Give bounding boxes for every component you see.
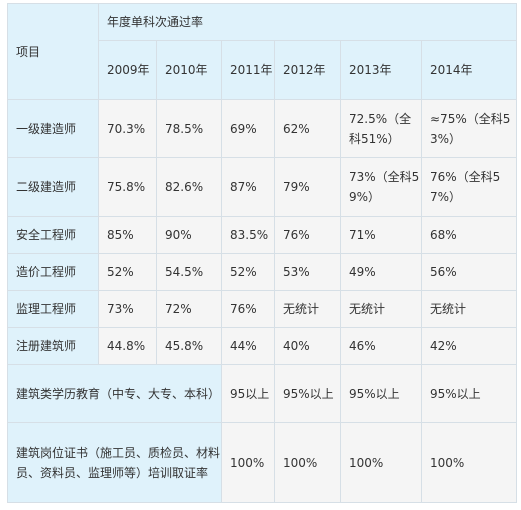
table-cell: 70.3% (98, 99, 157, 158)
year-header-2013: 2013年 (340, 40, 422, 100)
row-label: 二级建造师 (7, 157, 99, 217)
header-row-group: 项目 年度单科次通过率 (7, 3, 518, 100)
table-row: 监理工程师 73% 72% 76% 无统计 无统计 无统计 (7, 290, 518, 328)
table-cell: 76% (274, 216, 341, 254)
table-cell: ≈75%（全科53%） (420, 99, 518, 158)
year-header-2014: 2014年 (420, 40, 518, 100)
table-cell: 68% (420, 216, 518, 254)
table-cell: 79% (274, 157, 341, 217)
row-label: 建筑类学历教育（中专、大专、本科） (7, 364, 222, 423)
row-label: 一级建造师 (7, 99, 99, 158)
row-label: 造价工程师 (7, 253, 99, 291)
table-cell: 90% (156, 216, 222, 254)
table-cell: 54.5% (156, 253, 222, 291)
year-header-2009: 2009年 (98, 40, 157, 100)
row-label: 安全工程师 (7, 216, 99, 254)
table-cell: 100% (340, 422, 422, 503)
pass-rate-table: 项目 年度单科次通过率 2009年 2010年 2011年 2012年 2013… (7, 3, 518, 503)
table-cell: 76% (221, 290, 275, 328)
row-label: 监理工程师 (7, 290, 99, 328)
table-cell: 76%（全科57%） (420, 157, 518, 217)
row-label: 注册建筑师 (7, 327, 99, 365)
table-cell: 无统计 (274, 290, 341, 328)
table-cell: 100% (221, 422, 275, 503)
table-cell: 85% (98, 216, 157, 254)
table-cell: 82.6% (156, 157, 222, 217)
table-row: 安全工程师 85% 90% 83.5% 76% 71% 68% (7, 216, 518, 254)
table-cell: 53% (274, 253, 341, 291)
year-header-2012: 2012年 (274, 40, 341, 100)
table-cell: 无统计 (420, 290, 518, 328)
group-header-cell: 年度单科次通过率 (97, 3, 518, 41)
table-cell: 75.8% (98, 157, 157, 217)
table-row: 注册建筑师 44.8% 45.8% 44% 40% 46% 42% (7, 327, 518, 365)
table-row: 建筑岗位证书（施工员、质检员、材料员、资料员、监理师等）培训取证率 100% 1… (7, 422, 518, 503)
table-cell: 44.8% (98, 327, 157, 365)
table-cell: 46% (340, 327, 422, 365)
table-cell: 71% (340, 216, 422, 254)
table-cell: 95以上 (221, 364, 275, 423)
table-cell: 95%以上 (340, 364, 422, 423)
year-header-2011: 2011年 (221, 40, 275, 100)
table-cell: 73% (98, 290, 157, 328)
table-cell: 无统计 (340, 290, 422, 328)
table-row: 一级建造师 70.3% 78.5% 69% 62% 72.5%（全科51%） ≈… (7, 99, 518, 158)
table-cell: 49% (340, 253, 422, 291)
table-cell: 78.5% (156, 99, 222, 158)
row-label: 建筑岗位证书（施工员、质检员、材料员、资料员、监理师等）培训取证率 (7, 422, 222, 503)
table-cell: 40% (274, 327, 341, 365)
table-cell: 72.5%（全科51%） (340, 99, 422, 158)
table-row: 二级建造师 75.8% 82.6% 87% 79% 73%（全科59%） 76%… (7, 157, 518, 217)
table-row: 造价工程师 52% 54.5% 52% 53% 49% 56% (7, 253, 518, 291)
table-cell: 52% (221, 253, 275, 291)
table-cell: 45.8% (156, 327, 222, 365)
row-header-cell: 项目 (7, 3, 99, 100)
table-cell: 42% (420, 327, 518, 365)
table-cell: 56% (420, 253, 518, 291)
table-cell: 100% (420, 422, 518, 503)
table-row: 建筑类学历教育（中专、大专、本科） 95以上 95%以上 95%以上 95%以上 (7, 364, 518, 423)
year-header-2010: 2010年 (156, 40, 222, 100)
table-cell: 72% (156, 290, 222, 328)
table-cell: 83.5% (221, 216, 275, 254)
header-row-years: 2009年 2010年 2011年 2012年 2013年 2014年 (8, 40, 518, 100)
table-cell: 44% (221, 327, 275, 365)
table-cell: 87% (221, 157, 275, 217)
table-cell: 73%（全科59%） (340, 157, 422, 217)
table-cell: 62% (274, 99, 341, 158)
table-cell: 95%以上 (274, 364, 341, 423)
table-cell: 69% (221, 99, 275, 158)
table-cell: 100% (274, 422, 341, 503)
table-cell: 52% (98, 253, 157, 291)
table-cell: 95%以上 (420, 364, 518, 423)
